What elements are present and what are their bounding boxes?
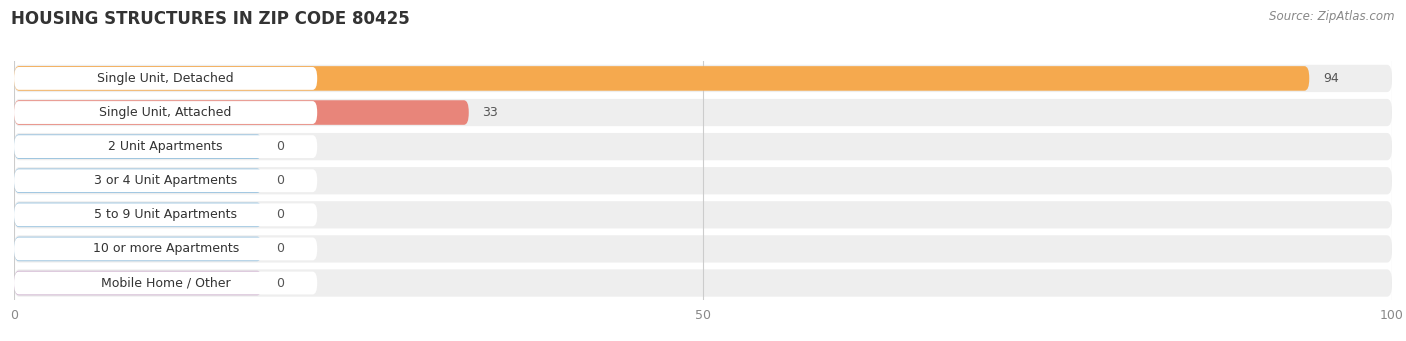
Text: 2 Unit Apartments: 2 Unit Apartments (108, 140, 224, 153)
FancyBboxPatch shape (14, 271, 318, 294)
FancyBboxPatch shape (14, 99, 1392, 126)
FancyBboxPatch shape (14, 101, 318, 124)
FancyBboxPatch shape (14, 168, 262, 193)
Text: Source: ZipAtlas.com: Source: ZipAtlas.com (1270, 10, 1395, 23)
FancyBboxPatch shape (14, 135, 318, 158)
FancyBboxPatch shape (14, 167, 1392, 194)
FancyBboxPatch shape (14, 133, 1392, 160)
FancyBboxPatch shape (14, 235, 1392, 263)
Text: 3 or 4 Unit Apartments: 3 or 4 Unit Apartments (94, 174, 238, 187)
FancyBboxPatch shape (14, 201, 1392, 228)
FancyBboxPatch shape (14, 100, 468, 125)
Text: 94: 94 (1323, 72, 1339, 85)
FancyBboxPatch shape (14, 203, 262, 227)
Text: 5 to 9 Unit Apartments: 5 to 9 Unit Apartments (94, 208, 238, 221)
FancyBboxPatch shape (14, 237, 262, 261)
Text: 0: 0 (276, 242, 284, 255)
Text: 0: 0 (276, 208, 284, 221)
Text: 0: 0 (276, 174, 284, 187)
FancyBboxPatch shape (14, 134, 262, 159)
Text: Single Unit, Detached: Single Unit, Detached (97, 72, 233, 85)
FancyBboxPatch shape (14, 169, 318, 192)
Text: Mobile Home / Other: Mobile Home / Other (101, 277, 231, 290)
FancyBboxPatch shape (14, 271, 262, 295)
FancyBboxPatch shape (14, 66, 1309, 91)
Text: 0: 0 (276, 277, 284, 290)
Text: Single Unit, Attached: Single Unit, Attached (100, 106, 232, 119)
Text: 33: 33 (482, 106, 498, 119)
Text: 0: 0 (276, 140, 284, 153)
FancyBboxPatch shape (14, 65, 1392, 92)
FancyBboxPatch shape (14, 203, 318, 226)
Text: 10 or more Apartments: 10 or more Apartments (93, 242, 239, 255)
FancyBboxPatch shape (14, 269, 1392, 297)
FancyBboxPatch shape (14, 238, 318, 261)
FancyBboxPatch shape (14, 67, 318, 90)
Text: HOUSING STRUCTURES IN ZIP CODE 80425: HOUSING STRUCTURES IN ZIP CODE 80425 (11, 10, 411, 28)
